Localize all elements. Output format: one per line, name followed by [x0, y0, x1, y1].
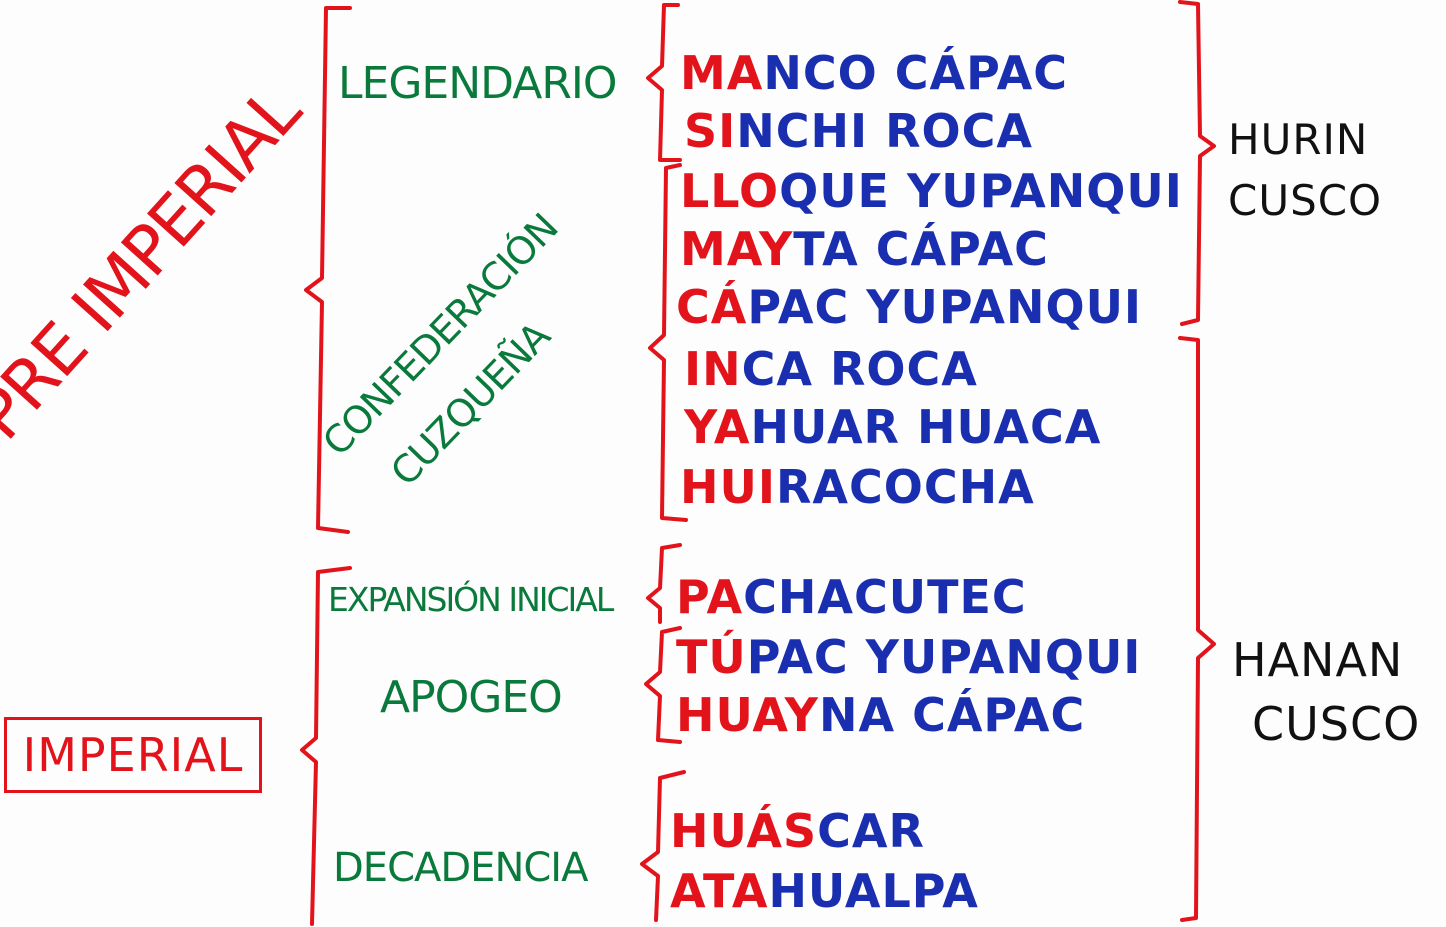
hanan-brace [1178, 336, 1216, 922]
decadencia-brace [640, 770, 686, 922]
expansion-brace [646, 543, 682, 624]
inca-name-8: HUIRACOCHA [680, 460, 1035, 514]
inca-name-1: MANCO CÁPAC [680, 46, 1068, 100]
stage-legendario: LEGENDARIO [338, 58, 618, 109]
inca-name-6: INCA ROCA [684, 342, 978, 396]
inca-name-5: CÁPAC YUPANQUI [676, 280, 1143, 334]
stage-expansion-inicial: EXPANSIÓN INICIAL [328, 580, 614, 619]
inca-name-4: MAYTA CÁPAC [680, 222, 1049, 276]
hurin-line1: HURIN [1228, 115, 1369, 164]
inca-name-13: ATAHUALPA [670, 864, 979, 918]
inca-name-2: SINCHI ROCA [684, 104, 1034, 158]
inca-name-12: HUÁSCAR [670, 804, 925, 858]
inca-name-3: LLOQUE YUPANQUI [680, 164, 1183, 218]
inca-name-11: HUAYNA CÁPAC [676, 688, 1086, 742]
hanan-cusco-label: HANAN CUSCO [1232, 628, 1420, 757]
hurin-line2: CUSCO [1228, 175, 1383, 225]
hurin-brace [1178, 0, 1216, 326]
legendario-brace [646, 3, 682, 162]
inca-name-9: PACHACUTEC [676, 570, 1027, 624]
stage-decadencia: DECADENCIA [333, 845, 588, 891]
stage-apogeo: APOGEO [380, 672, 563, 723]
hanan-line2: CUSCO [1252, 697, 1421, 752]
hanan-line1: HANAN [1232, 633, 1404, 687]
inca-name-7: YAHUAR HUACA [684, 400, 1102, 454]
imperial-brace [300, 566, 352, 926]
confederacion-brace [648, 163, 688, 522]
imperial-label: IMPERIAL [22, 728, 244, 782]
hurin-cusco-label: HURIN CUSCO [1228, 110, 1382, 232]
pre-imperial-brace [304, 6, 352, 534]
inca-name-10: TÚPAC YUPANQUI [676, 630, 1142, 684]
imperial-box: IMPERIAL [4, 717, 262, 793]
apogeo-brace [644, 626, 682, 744]
